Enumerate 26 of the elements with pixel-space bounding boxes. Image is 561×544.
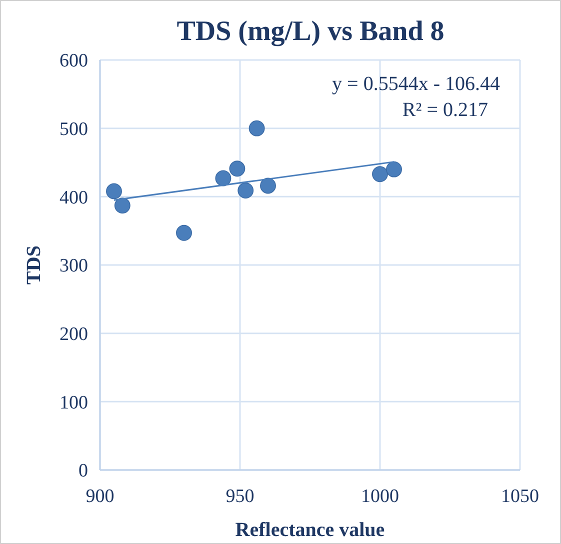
y-tick-label: 100 [60,392,88,414]
point [114,198,130,214]
x-axis-title: Reflectance value [235,519,385,541]
y-tick-label: 200 [60,324,88,345]
point [386,161,402,178]
point [215,170,232,186]
point [106,183,122,200]
x-tick-label: 1000 [361,486,399,507]
y-tick-label: 0 [78,460,88,482]
point [248,120,265,136]
x-tick-label: 1050 [501,486,539,507]
chart-title: TDS (mg/L) vs Band 8 [176,16,444,47]
point [176,224,192,241]
y-axis-title: TDS [23,246,45,284]
point [238,182,254,198]
point [372,166,388,182]
y-tick-label: 600 [60,50,88,72]
y-tick-label: 400 [60,187,88,208]
point [229,160,246,177]
y-tick-label: 500 [60,118,88,140]
point [260,178,276,194]
annotation: R² = 0.217 [402,99,488,121]
y-tick-label: 300 [60,256,88,277]
annotation: y = 0.5544x - 106.44 [332,73,500,95]
x-tick-label: 900 [86,486,114,507]
x-tick-label: 950 [226,486,254,507]
